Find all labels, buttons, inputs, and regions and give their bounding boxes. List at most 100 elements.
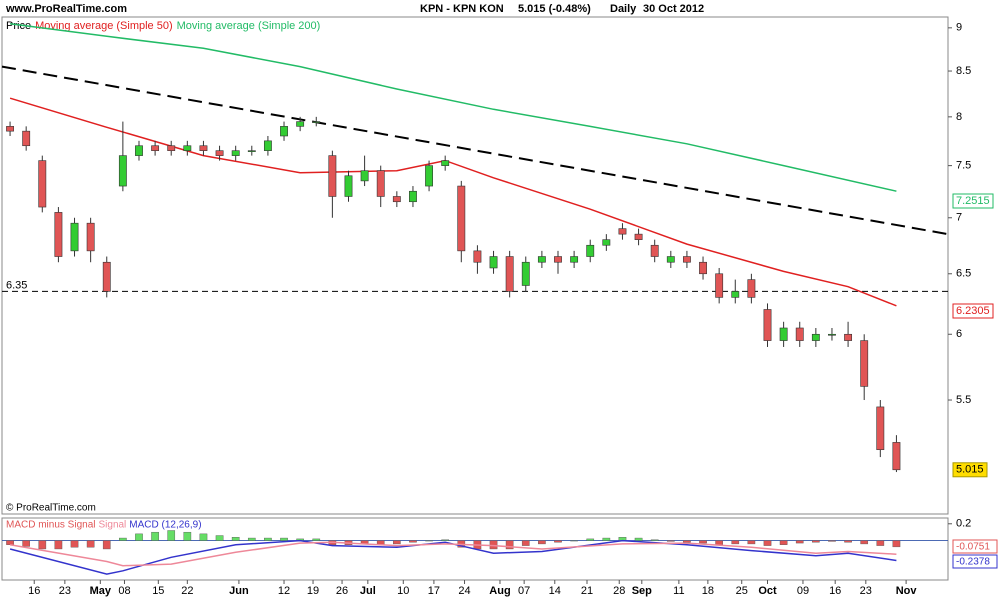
candle-body — [215, 150, 224, 156]
candle-body — [779, 327, 788, 341]
candle-body — [344, 175, 353, 197]
candle-body — [328, 155, 337, 197]
macd-panel — [1, 517, 949, 581]
x-tick-label: Oct — [758, 585, 777, 597]
macd-histogram-bar — [538, 540, 546, 545]
x-tick-label: 15 — [152, 585, 164, 597]
candle-body — [360, 170, 369, 182]
x-tick-label: May — [90, 585, 112, 597]
candle-body — [86, 222, 95, 252]
macd-histogram-bar — [554, 540, 562, 543]
candle-body — [70, 222, 79, 252]
x-tick-label: 28 — [613, 585, 625, 597]
candle-body — [586, 244, 595, 257]
x-tick-label: Jun — [229, 585, 249, 597]
candle-body — [521, 261, 530, 286]
candle-body — [135, 145, 143, 156]
site: www.ProRealTime.com — [5, 3, 127, 15]
x-tick-label: 09 — [797, 585, 809, 597]
candle-body — [473, 250, 482, 263]
support-label: 6.35 — [6, 279, 27, 291]
candle-body — [102, 261, 111, 292]
macd-histogram-bar — [409, 540, 417, 543]
candle-body — [892, 442, 901, 471]
candle-body — [118, 155, 127, 187]
candle-body — [505, 256, 514, 292]
candle-body — [54, 212, 63, 257]
candle-body — [860, 340, 869, 387]
candle-body — [554, 256, 562, 263]
x-tick-label: 11 — [673, 585, 684, 597]
macd-histogram-bar — [779, 540, 788, 545]
macd-histogram-bar — [586, 538, 595, 541]
macd-histogram-bar — [393, 540, 401, 545]
last-price-label: 5.015 — [956, 464, 984, 476]
macd-histogram-bar — [876, 540, 885, 546]
macd-histogram-bar — [683, 540, 691, 543]
candle-body — [151, 145, 160, 151]
x-tick-label: Aug — [489, 585, 510, 597]
macd-histogram-bar — [715, 540, 723, 545]
y-tick-label: 5.5 — [956, 394, 971, 406]
macd-histogram-bar — [844, 540, 852, 543]
macd-histogram-bar — [312, 538, 321, 541]
candle-body — [682, 256, 691, 263]
candle-body — [199, 145, 208, 151]
y-tick-label: 6 — [956, 328, 962, 340]
candle-body — [650, 244, 659, 257]
candle-body — [489, 256, 498, 269]
macd-histogram-bar — [151, 531, 159, 541]
x-tick-label: 22 — [181, 585, 193, 597]
value-badge-label: -0.2378 — [956, 557, 990, 568]
macd-line — [9, 541, 897, 567]
macd-histogram-bar — [280, 537, 288, 541]
candle-body — [6, 126, 14, 132]
candle-body — [747, 279, 756, 298]
candle-body — [183, 145, 192, 151]
x-tick-label: 16 — [829, 585, 841, 597]
value-badge-label: 7.2515 — [956, 195, 990, 207]
macd-histogram-bar — [731, 540, 740, 545]
macd-histogram-bar — [425, 540, 433, 542]
date: 30 Oct 2012 — [643, 3, 704, 15]
y-tick-label: 7.5 — [956, 160, 971, 172]
price-panel — [1, 16, 949, 515]
candle-body — [763, 309, 772, 341]
macd-histogram-bar — [183, 531, 192, 541]
candle-body — [715, 273, 724, 298]
candle-body — [392, 196, 401, 203]
x-tick-label: 08 — [118, 585, 130, 597]
last-price-badge — [952, 462, 988, 478]
value-badge-label: 6.2305 — [956, 305, 990, 317]
macd-histogram-bar — [247, 537, 256, 541]
candle-body — [441, 160, 450, 166]
x-tick-label: 17 — [428, 585, 440, 597]
value-badge — [952, 554, 998, 569]
candle-body — [699, 261, 707, 275]
legend-entry: Price — [6, 20, 31, 32]
macd-histogram-bar — [22, 540, 30, 547]
candle-body — [409, 190, 417, 203]
x-tick-label: Nov — [896, 585, 918, 597]
macd-histogram-bar — [763, 540, 772, 546]
legend-entry: MACD (12,26,9) — [129, 520, 201, 531]
x-tick-label: 23 — [59, 585, 71, 597]
macd-histogram-bar — [570, 540, 578, 542]
y-tick-label: 8.5 — [956, 65, 971, 77]
macd-histogram-bar — [892, 540, 901, 548]
macd-histogram-bar — [231, 537, 240, 541]
x-tick-label: Sep — [632, 585, 652, 597]
macd-histogram-bar — [167, 530, 176, 541]
x-tick-label: 19 — [307, 585, 319, 597]
candle-body — [231, 150, 240, 156]
value-badge — [952, 539, 998, 554]
x-tick-label: Jul — [360, 585, 376, 597]
macd-histogram-bar — [70, 540, 79, 548]
x-tick-label: 25 — [736, 585, 748, 597]
x-tick-label: 26 — [336, 585, 348, 597]
candle-body — [666, 256, 675, 263]
macd-histogram-bar — [38, 540, 47, 550]
x-tick-label: 10 — [397, 585, 409, 597]
